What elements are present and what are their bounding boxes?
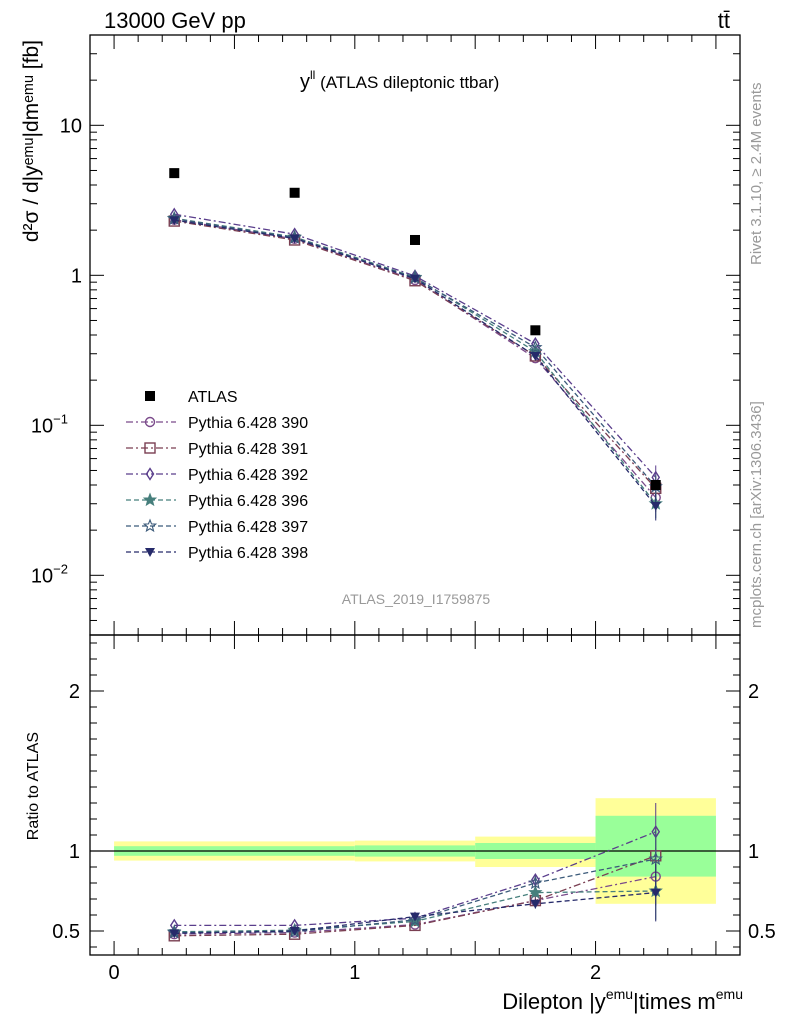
ratio-panel: 0.5 0.5 1 1 2 2 0 1 2	[52, 634, 776, 984]
y-tick-label: 1	[71, 265, 82, 287]
ratio-y-tick-label: 1	[69, 841, 80, 863]
data-point	[410, 234, 420, 245]
legend-label: Pythia 6.428 396	[188, 493, 308, 510]
series-point	[169, 216, 180, 226]
ratio-point	[407, 912, 423, 926]
series-line-5	[174, 219, 657, 507]
ratio-point	[528, 875, 543, 890]
ratio-point	[530, 899, 541, 909]
data-point	[289, 187, 300, 198]
legend-marker	[144, 442, 156, 454]
series-point	[530, 351, 541, 361]
series-point	[289, 234, 300, 244]
plot-title: yll (ATLAS dileptonic ttbar)	[300, 68, 499, 93]
data-point	[530, 325, 541, 336]
legend-label: Pythia 6.428 398	[188, 545, 308, 562]
ratio-y-tick-label: 0.5	[52, 921, 80, 943]
series-line-3	[174, 217, 657, 505]
mcplots-label: mcplots.cern.ch [arXiv:1306.3436]	[748, 401, 765, 628]
rivet-label: Rivet 3.1.10, ≥ 2.4M events	[748, 83, 765, 266]
ratio-point	[410, 912, 420, 922]
x-tick-label: 0	[109, 962, 120, 984]
analysis-id: ATLAS_2019_I1759875	[342, 591, 491, 607]
data-point	[650, 480, 661, 490]
y-tick-label: 10−2	[31, 561, 68, 587]
series-line-2	[174, 213, 657, 478]
ratio-y-tick-label-right: 0.5	[748, 921, 776, 943]
ratio-point	[528, 885, 543, 899]
legend-label-data: ATLAS	[188, 389, 238, 406]
series-line-1	[174, 220, 657, 489]
x-tick-label: 1	[349, 962, 360, 984]
legend-marker	[145, 467, 155, 481]
legend-label: Pythia 6.428 391	[188, 441, 308, 458]
legend-marker	[145, 548, 155, 557]
legend-label: Pythia 6.428 390	[188, 415, 308, 432]
y-tick-label: 10−1	[31, 411, 68, 437]
ratio-point	[648, 851, 663, 866]
legend: ATLAS Pythia 6.428 390 Pythia 6.428 391 Pyt…	[126, 389, 308, 562]
top-ylabel: d²σ / d|yᵉᵐᵘ|dmᵉᵐᵘ [fb]	[20, 40, 43, 242]
data-point	[169, 168, 180, 179]
ratio-line-1	[174, 855, 656, 937]
series-point	[410, 274, 420, 284]
ratio-y-tick-label-right: 2	[748, 681, 759, 703]
bottom-frame	[89, 634, 741, 956]
ratio-point	[650, 888, 661, 898]
legend-marker	[142, 492, 158, 507]
process-label: tt̄	[718, 8, 730, 33]
main-panel: 10 1 10−1 10−2	[31, 34, 741, 636]
ratio-y-tick-label: 2	[69, 681, 80, 703]
legend-label: Pythia 6.428 392	[188, 467, 308, 484]
ratio-y-tick-label-right: 1	[748, 841, 759, 863]
legend-marker	[144, 416, 156, 428]
bottom-ylabel: Ratio to ATLAS	[25, 732, 42, 840]
collision-label: 13000 GeV pp	[104, 8, 246, 33]
series-point	[528, 340, 543, 354]
ratio-point	[169, 929, 180, 939]
legend-marker	[142, 518, 158, 533]
x-tick-label: 2	[590, 962, 601, 984]
legend-marker-data	[145, 391, 155, 401]
xlabel: Dilepton |yemu|times memu	[502, 986, 743, 1014]
legend-label: Pythia 6.428 397	[188, 519, 308, 536]
ratio-point	[289, 927, 300, 936]
series-point	[650, 501, 661, 511]
y-tick-label: 10	[60, 115, 82, 137]
